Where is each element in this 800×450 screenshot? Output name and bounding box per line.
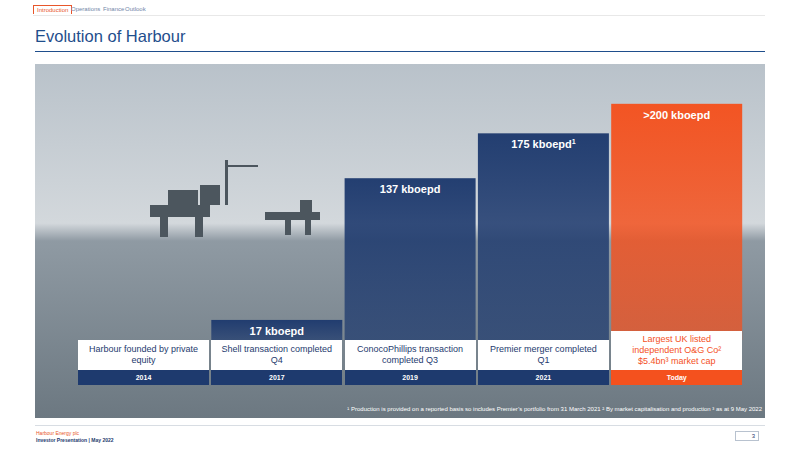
annotation: ConocoPhillips transaction completed Q3 [345, 340, 476, 370]
page-number: 3 [735, 431, 759, 441]
footer-company: Harbour Energy plc [36, 430, 79, 436]
nav-item[interactable]: Outlook [122, 5, 149, 13]
bars [211, 104, 742, 340]
bar [211, 320, 342, 340]
data-label-text: 137 kboepd [380, 183, 441, 195]
nav-item[interactable]: Introduction [33, 5, 72, 14]
nav-rule [33, 15, 765, 16]
category-label: 2017 [211, 370, 342, 385]
nav-item[interactable]: Operations [68, 5, 103, 13]
footer-subtitle: Investor Presentation | May 2022 [36, 437, 114, 443]
category-label: Today [611, 370, 742, 385]
data-labels: 17 kboepd 137 kboepd 175 kboepd1 >200 kboep… [250, 109, 711, 337]
data-label-text: >200 kboepd [643, 109, 710, 121]
data-label: 137 kboepd [380, 183, 441, 195]
annotation: Harbour founded by private equity [78, 340, 209, 370]
category-label: 2021 [478, 370, 609, 385]
data-label: >200 kboepd [643, 109, 710, 121]
footer-rule [35, 425, 765, 426]
data-label: 17 kboepd [250, 325, 304, 337]
data-label-text: 17 kboepd [250, 325, 304, 337]
category-label: 2014 [78, 370, 209, 385]
annotation: Largest UK listed independent O&G Co² $5… [611, 331, 742, 370]
platform-silhouette [150, 160, 320, 237]
data-label: 175 kboepd1 [511, 138, 576, 150]
background-photo [35, 64, 765, 418]
footnote: ¹ Production is provided on a reported b… [347, 406, 762, 412]
bar [611, 104, 742, 340]
footnote-marker: 1 [572, 138, 576, 145]
data-label-text: 175 kboepd [511, 138, 572, 150]
bar [345, 178, 476, 340]
annotation: Shell transaction completed Q4 [211, 340, 342, 370]
nav-item[interactable]: Finance [100, 5, 127, 13]
category-label: 2019 [345, 370, 476, 385]
annotation: Premier merger completed Q1 [478, 340, 609, 370]
slide-title: Evolution of Harbour [35, 27, 185, 46]
bar [478, 133, 609, 340]
title-rule [35, 51, 765, 52]
